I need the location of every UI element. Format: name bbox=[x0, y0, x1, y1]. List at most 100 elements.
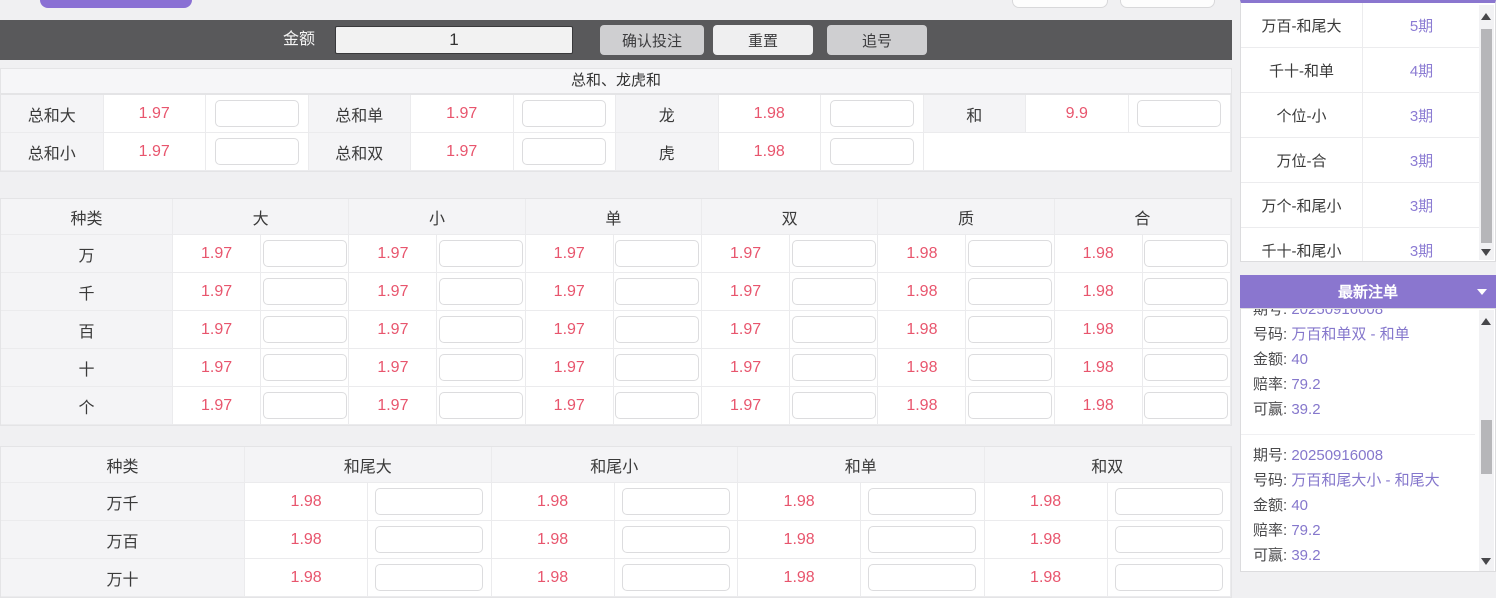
trend-count: 3期 bbox=[1409, 107, 1434, 125]
odds-value: 1.97 bbox=[173, 349, 262, 387]
trend-row[interactable]: 万百-和尾大 5期 bbox=[1241, 3, 1480, 48]
bet-input[interactable] bbox=[1114, 526, 1223, 553]
bet-input[interactable] bbox=[262, 392, 347, 419]
bet-input[interactable] bbox=[615, 392, 700, 419]
bet-input[interactable] bbox=[791, 354, 876, 381]
bet-input[interactable] bbox=[439, 316, 524, 343]
bet-cell bbox=[613, 387, 702, 425]
bet-input[interactable] bbox=[615, 240, 700, 267]
bet-input[interactable] bbox=[1114, 488, 1223, 515]
bet-input[interactable] bbox=[522, 100, 607, 127]
order-odds: 赔率: 79.2 bbox=[1253, 522, 1321, 539]
trend-count: 3期 bbox=[1409, 197, 1434, 215]
bet-cell bbox=[790, 349, 879, 387]
scroll-up-icon[interactable] bbox=[1481, 13, 1491, 20]
trend-panel: 万百-和尾大 5期 千十-和单 4期 个位-小 3期 万位-合 3期 万个-和尾… bbox=[1240, 0, 1496, 262]
scrollbar-thumb[interactable] bbox=[1481, 29, 1492, 243]
bet-input[interactable] bbox=[439, 354, 524, 381]
partial-top-box-2[interactable] bbox=[1120, 0, 1215, 8]
bet-input[interactable] bbox=[262, 278, 347, 305]
bet-input[interactable] bbox=[1144, 316, 1229, 343]
bet-input[interactable] bbox=[262, 316, 347, 343]
bet-input[interactable] bbox=[791, 240, 876, 267]
partial-purple-button[interactable] bbox=[40, 0, 192, 8]
bet-cell bbox=[206, 95, 309, 133]
trend-scrollbar[interactable] bbox=[1479, 5, 1494, 260]
bet-input[interactable] bbox=[375, 564, 484, 591]
trend-name: 个位-小 bbox=[1241, 93, 1363, 137]
bet-input[interactable] bbox=[1144, 392, 1229, 419]
chase-number-button[interactable]: 追号 bbox=[827, 25, 927, 55]
bet-cell bbox=[513, 95, 616, 133]
bet-input[interactable] bbox=[791, 316, 876, 343]
bet-input[interactable] bbox=[1114, 564, 1223, 591]
bet-input[interactable] bbox=[829, 138, 914, 165]
order-entry: 期号: 20250916008 号码: 万百和单双 - 和单 金额: 40 赔率… bbox=[1241, 309, 1495, 422]
bet-cell bbox=[437, 273, 526, 311]
row-label: 千 bbox=[1, 273, 173, 311]
bet-input[interactable] bbox=[214, 100, 299, 127]
bet-input[interactable] bbox=[968, 240, 1053, 267]
bet-cell bbox=[437, 349, 526, 387]
bet-input[interactable] bbox=[791, 278, 876, 305]
bet-input[interactable] bbox=[262, 354, 347, 381]
bet-input[interactable] bbox=[615, 354, 700, 381]
bet-input[interactable] bbox=[1144, 278, 1229, 305]
bet-cell bbox=[368, 559, 492, 597]
confirm-bet-button[interactable]: 确认投注 bbox=[600, 25, 704, 55]
latest-orders-header[interactable]: 最新注单 bbox=[1240, 275, 1496, 308]
bet-input[interactable] bbox=[621, 526, 730, 553]
scroll-down-icon[interactable] bbox=[1481, 558, 1491, 565]
section1-title: 总和、龙虎和 bbox=[0, 68, 1232, 94]
bet-input[interactable] bbox=[621, 564, 730, 591]
column-header: 种类 bbox=[1, 199, 173, 235]
trend-count: 5期 bbox=[1409, 17, 1434, 35]
bet-input[interactable] bbox=[968, 392, 1053, 419]
bet-input[interactable] bbox=[791, 392, 876, 419]
odds-value: 1.97 bbox=[525, 235, 614, 273]
bet-input[interactable] bbox=[262, 240, 347, 267]
scroll-down-icon[interactable] bbox=[1481, 249, 1491, 256]
partial-top-box-1[interactable] bbox=[1012, 0, 1108, 8]
bet-input[interactable] bbox=[968, 316, 1053, 343]
bet-cell bbox=[613, 349, 702, 387]
bet-input[interactable] bbox=[1137, 100, 1222, 127]
bet-input[interactable] bbox=[439, 240, 524, 267]
bet-input[interactable] bbox=[829, 100, 914, 127]
bet-input[interactable] bbox=[868, 526, 977, 553]
trend-row[interactable]: 千十-和尾小 3期 bbox=[1241, 228, 1480, 261]
bet-cell bbox=[613, 311, 702, 349]
odds-label: 和 bbox=[923, 95, 1026, 133]
amount-input[interactable] bbox=[335, 26, 573, 54]
bet-input[interactable] bbox=[615, 278, 700, 305]
bet-input[interactable] bbox=[439, 392, 524, 419]
trend-row[interactable]: 千十-和单 4期 bbox=[1241, 48, 1480, 93]
bet-cell bbox=[1142, 235, 1231, 273]
bet-input[interactable] bbox=[868, 564, 977, 591]
bet-input[interactable] bbox=[868, 488, 977, 515]
bet-input[interactable] bbox=[214, 138, 299, 165]
bet-input[interactable] bbox=[439, 278, 524, 305]
odds-value: 1.98 bbox=[878, 387, 967, 425]
scrollbar-thumb[interactable] bbox=[1481, 420, 1492, 474]
bet-input[interactable] bbox=[1144, 354, 1229, 381]
bet-input[interactable] bbox=[375, 488, 484, 515]
bet-input[interactable] bbox=[621, 488, 730, 515]
bet-input[interactable] bbox=[1144, 240, 1229, 267]
bet-input[interactable] bbox=[968, 278, 1053, 305]
bet-input[interactable] bbox=[522, 138, 607, 165]
trend-row[interactable]: 个位-小 3期 bbox=[1241, 93, 1480, 138]
trend-row[interactable]: 万个-和尾小 3期 bbox=[1241, 183, 1480, 228]
bet-toolbar: 金额 确认投注 重置 追号 bbox=[0, 20, 1232, 60]
bet-input[interactable] bbox=[968, 354, 1053, 381]
reset-button[interactable]: 重置 bbox=[713, 25, 813, 55]
trend-name: 万个-和尾小 bbox=[1241, 183, 1363, 227]
trend-row[interactable]: 万位-合 3期 bbox=[1241, 138, 1480, 183]
bet-cell bbox=[966, 349, 1055, 387]
bet-input[interactable] bbox=[615, 316, 700, 343]
column-header: 和双 bbox=[984, 447, 1231, 483]
scroll-up-icon[interactable] bbox=[1481, 318, 1491, 325]
orders-scrollbar[interactable] bbox=[1479, 310, 1494, 571]
bet-input[interactable] bbox=[375, 526, 484, 553]
column-header: 和尾大 bbox=[245, 447, 492, 483]
